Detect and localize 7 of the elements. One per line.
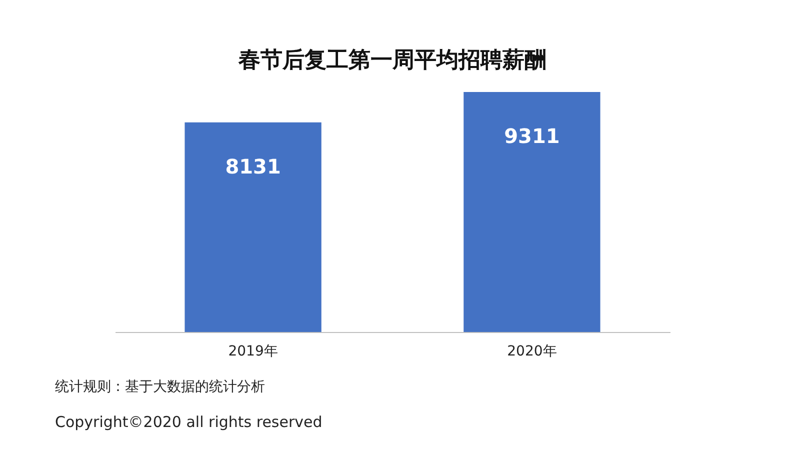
text: 统计规则：基于大数据的统计分析 (55, 379, 265, 395)
x-tick-label: 2020年 (507, 344, 557, 360)
chart-title: 春节后复工第一周平均招聘薪酬 (238, 48, 546, 73)
x-tick-label: 2019年 (228, 344, 278, 360)
text: Copyright©2020 all rights reserved (55, 413, 322, 431)
data-label: 8131 (225, 154, 281, 178)
data-label: 9311 (504, 124, 560, 148)
